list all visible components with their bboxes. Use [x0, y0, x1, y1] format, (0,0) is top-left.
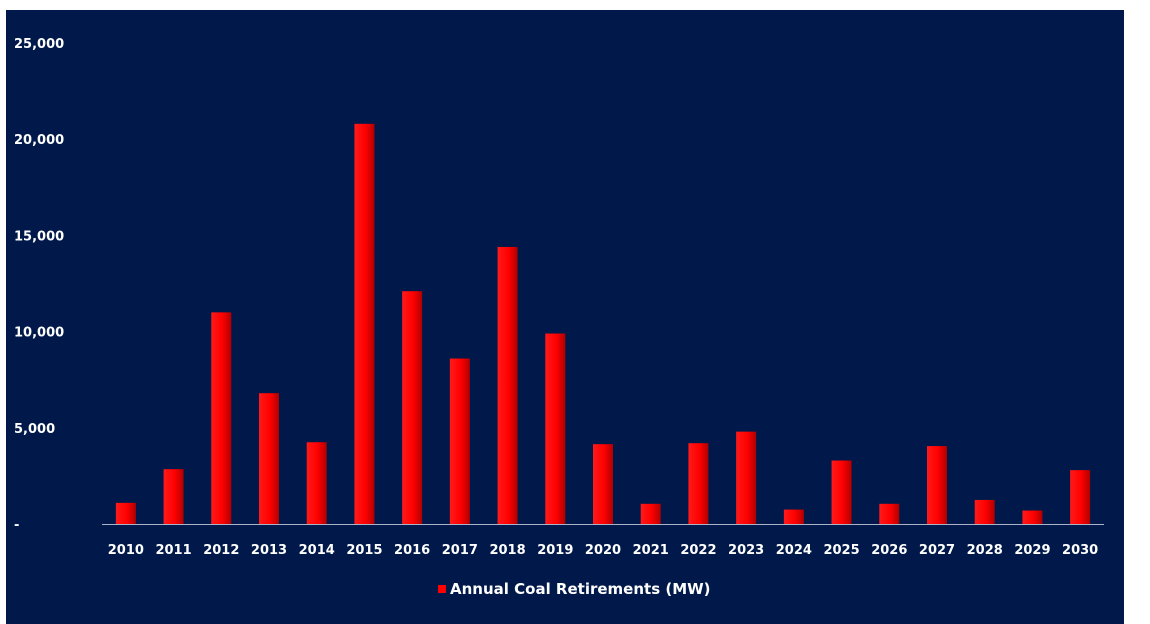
bar-2023 — [736, 431, 757, 524]
y-tick-label: 25,000 — [14, 37, 64, 52]
x-tick-label: 2017 — [442, 543, 478, 558]
x-tick-label: 2026 — [871, 543, 907, 558]
x-tick-label: 2015 — [346, 543, 382, 558]
x-tick-label: 2024 — [776, 543, 812, 558]
x-tick-label: 2030 — [1062, 543, 1098, 558]
bar-2025 — [831, 460, 852, 524]
bar-2014 — [306, 442, 327, 524]
x-tick-label: 2023 — [728, 543, 764, 558]
x-tick-label: 2022 — [680, 543, 716, 558]
bar-2022 — [688, 443, 709, 524]
y-tick-label: 15,000 — [14, 229, 64, 244]
bar-2013 — [259, 393, 279, 524]
legend: Annual Coal Retirements (MW) — [438, 580, 711, 598]
bar-2021 — [640, 503, 661, 524]
x-tick-label: 2018 — [489, 543, 525, 558]
x-tick-label: 2012 — [203, 543, 239, 558]
y-tick-label: 20,000 — [14, 133, 64, 148]
legend-swatch — [438, 585, 446, 593]
y-tick-label: - — [14, 518, 19, 533]
bar-2026 — [879, 503, 900, 524]
bar-2027 — [927, 446, 947, 524]
bar-2028 — [974, 499, 995, 524]
x-tick-label: 2025 — [823, 543, 859, 558]
bar-2012 — [211, 312, 232, 524]
x-tick-label: 2020 — [585, 543, 621, 558]
x-tick-label: 2027 — [919, 543, 955, 558]
x-tick-label: 2028 — [967, 543, 1003, 558]
x-tick-label: 2014 — [299, 543, 335, 558]
chart-panel: -5,000 10,000 15,000 20,000 25,000 2010 2011 2… — [6, 10, 1124, 624]
y-axis-tick-labels: - 5,000 10,000 15,000 20,000 25,000 — [14, 37, 64, 533]
bar-2011 — [163, 469, 184, 524]
bar-2030 — [1070, 470, 1091, 524]
legend-label: Annual Coal Retirements (MW) — [450, 580, 711, 598]
y-tick-label: 5,000 — [14, 422, 55, 437]
x-tick-label: 2010 — [108, 543, 144, 558]
bar-2015 — [354, 123, 375, 525]
bar-2010 — [115, 502, 136, 524]
bars — [115, 123, 1091, 525]
bar-2029 — [1022, 510, 1043, 524]
y-tick-label: 10,000 — [14, 326, 64, 341]
bar-2017 — [449, 358, 470, 524]
x-tick-label: 2013 — [251, 543, 287, 558]
bar-2024 — [783, 509, 804, 524]
bar-2018 — [497, 246, 518, 524]
x-tick-label: 2011 — [155, 543, 191, 558]
bar-2020 — [593, 444, 613, 524]
bar-2019 — [545, 333, 566, 524]
x-tick-label: 2029 — [1014, 543, 1050, 558]
x-axis-tick-labels: 2010 2011 2012 2013 2014 2015 2016 2017 2018 2019… — [108, 543, 1098, 558]
x-tick-label: 2016 — [394, 543, 430, 558]
x-tick-label: 2021 — [633, 543, 669, 558]
x-tick-label: 2019 — [537, 543, 573, 558]
bar-2016 — [402, 291, 423, 524]
